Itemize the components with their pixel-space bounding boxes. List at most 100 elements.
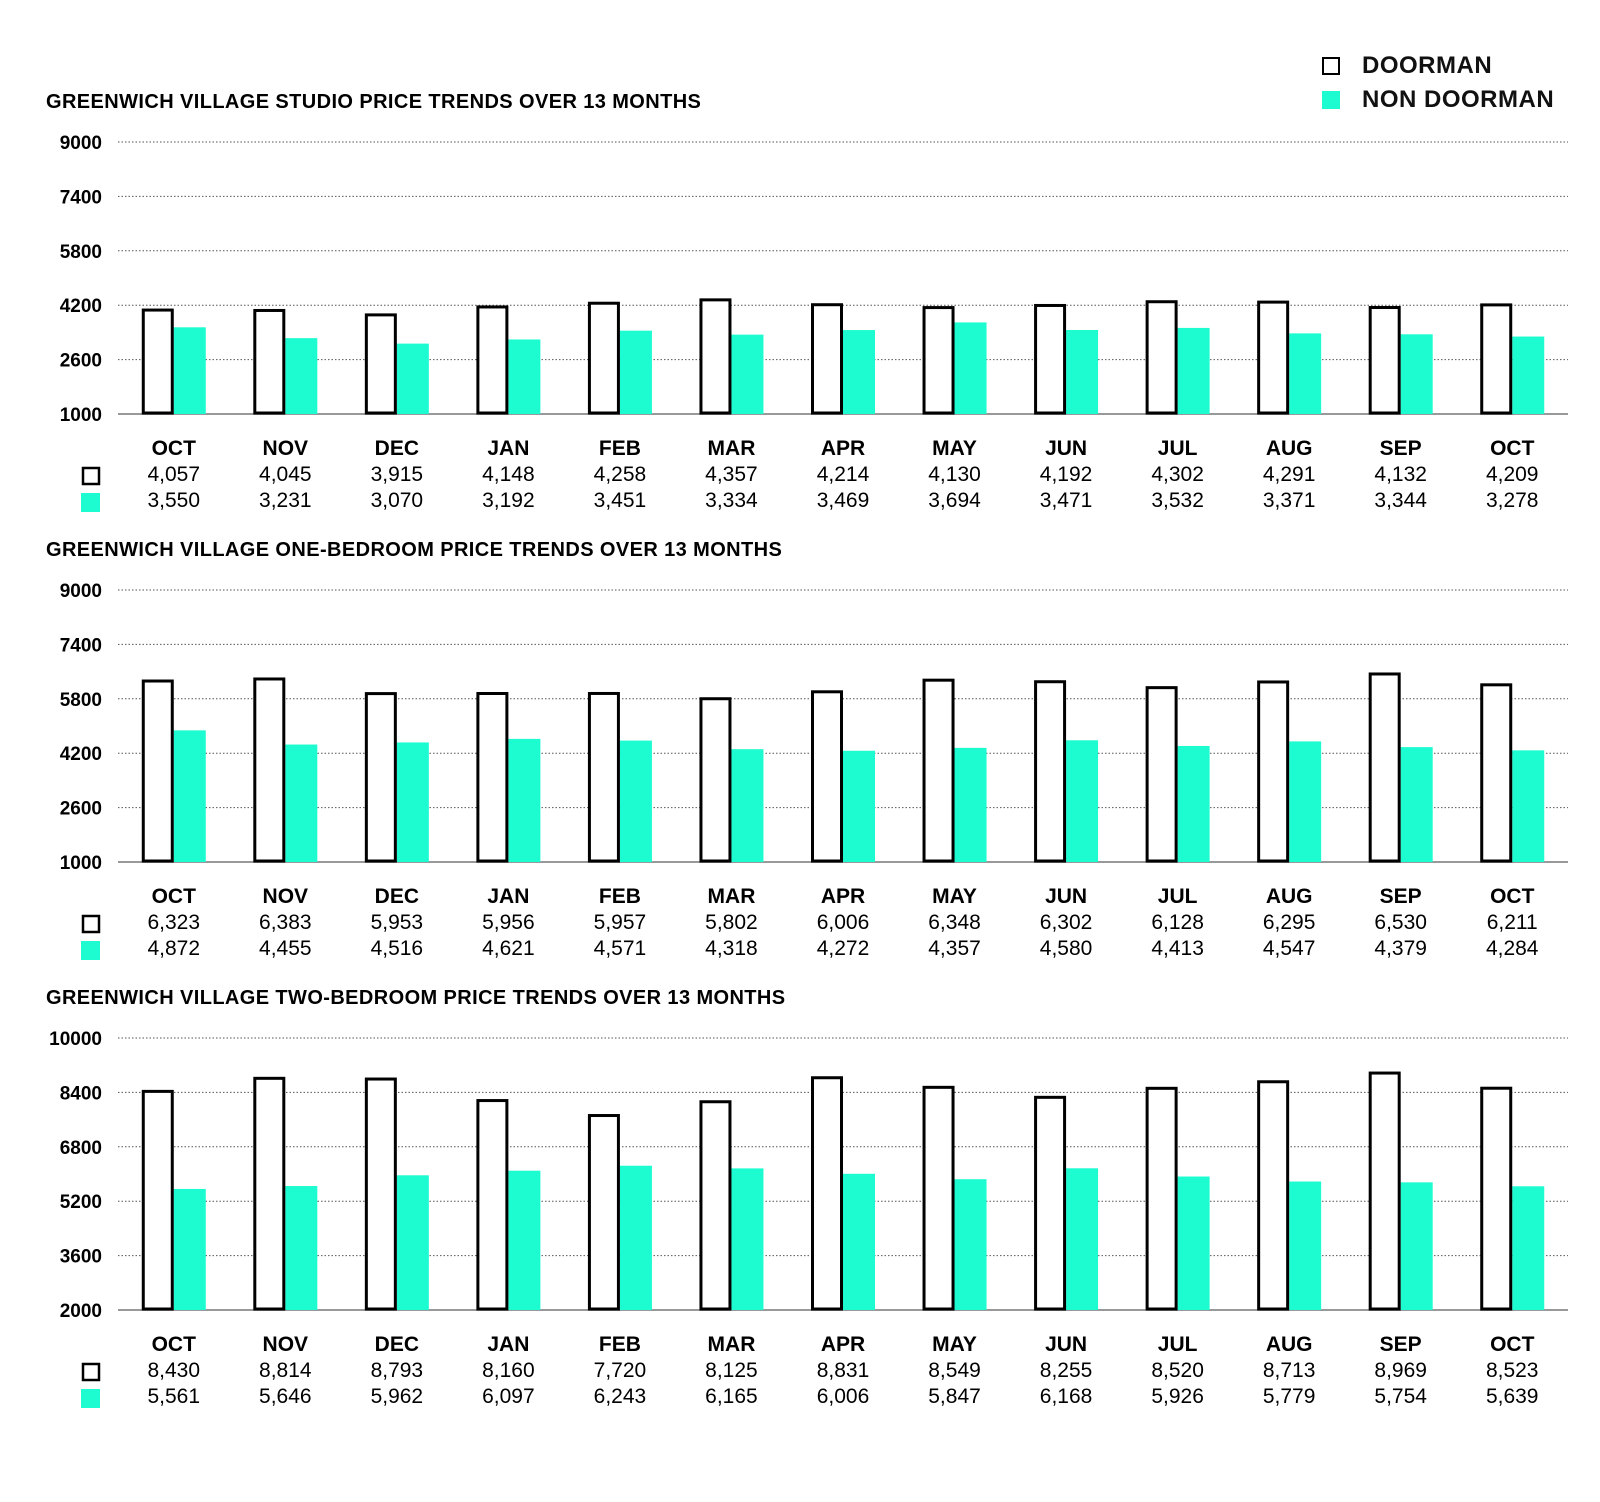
non-doorman-value-label: 3,469 (817, 489, 870, 512)
doorman-value-label: 4,302 (1151, 463, 1204, 486)
non-doorman-value-label: 3,070 (371, 489, 424, 512)
non-doorman-value-label: 6,165 (705, 1385, 758, 1408)
month-label: MAY (932, 437, 977, 460)
non-doorman-value-label: 4,284 (1486, 937, 1539, 960)
doorman-value-label: 7,720 (594, 1359, 647, 1382)
doorman-value-label: 4,258 (594, 463, 647, 486)
bar-non-doorman (1177, 1176, 1210, 1310)
non-doorman-value-label: 5,561 (147, 1385, 200, 1408)
bar-doorman (476, 1099, 509, 1311)
non-doorman-value-label: 4,872 (147, 937, 200, 960)
y-tick-label: 5800 (60, 690, 102, 711)
non-doorman-value-label: 3,471 (1040, 489, 1093, 512)
non-doorman-value-label: 4,621 (482, 937, 535, 960)
bar-doorman (476, 305, 509, 415)
bar-non-doorman (1400, 1182, 1433, 1310)
doorman-value-label: 4,148 (482, 463, 535, 486)
doorman-value-label: 8,969 (1374, 1359, 1427, 1382)
y-tick-label: 4200 (60, 296, 102, 317)
bar-doorman (1034, 680, 1067, 863)
non-doorman-value-label: 5,847 (928, 1385, 981, 1408)
bar-doorman (1480, 303, 1513, 415)
month-label: AUG (1266, 437, 1313, 460)
doorman-value-label: 5,953 (371, 911, 424, 934)
doorman-value-label: 8,160 (482, 1359, 535, 1382)
non-doorman-value-label: 3,192 (482, 489, 535, 512)
month-label: JUN (1045, 885, 1087, 908)
month-label: JAN (487, 885, 529, 908)
doorman-value-label: 4,132 (1374, 463, 1427, 486)
studio-chart: GREENWICH VILLAGE STUDIO PRICE TRENDS OV… (46, 91, 1568, 512)
non-doorman-value-label: 3,231 (259, 489, 312, 512)
bar-doorman (699, 298, 732, 415)
two-bedroom-chart: GREENWICH VILLAGE TWO-BEDROOM PRICE TREN… (46, 987, 1568, 1408)
month-label: APR (821, 437, 865, 460)
bar-non-doorman (619, 740, 652, 862)
month-label: APR (821, 885, 865, 908)
non-doorman-value-label: 4,318 (705, 937, 758, 960)
chart-title: GREENWICH VILLAGE TWO-BEDROOM PRICE TREN… (46, 987, 786, 1009)
row-swatch-non-doorman (81, 1389, 100, 1408)
y-tick-label: 2000 (60, 1301, 102, 1322)
month-label: OCT (1490, 1333, 1535, 1356)
row-swatch-doorman (81, 1362, 101, 1382)
non-doorman-value-label: 6,168 (1040, 1385, 1093, 1408)
doorman-value-label: 6,302 (1040, 911, 1093, 934)
bar-non-doorman (1066, 1168, 1099, 1310)
month-label: MAR (708, 1333, 756, 1356)
row-swatch-non-doorman (81, 941, 100, 960)
non-doorman-value-label: 3,694 (928, 489, 981, 512)
non-doorman-value-label: 3,371 (1263, 489, 1316, 512)
doorman-value-label: 5,957 (594, 911, 647, 934)
bar-doorman (141, 1089, 174, 1311)
doorman-value-label: 3,915 (371, 463, 424, 486)
month-label: DEC (375, 885, 419, 908)
bar-non-doorman (1177, 745, 1210, 862)
row-swatch-doorman (81, 914, 101, 934)
bar-non-doorman (731, 749, 764, 862)
bar-non-doorman (619, 1165, 652, 1310)
non-doorman-value-label: 3,278 (1486, 489, 1539, 512)
bar-doorman (1368, 1071, 1401, 1311)
doorman-value-label: 8,793 (371, 1359, 424, 1382)
bar-doorman (1145, 1086, 1178, 1311)
doorman-value-label: 8,255 (1040, 1359, 1093, 1382)
bar-non-doorman (843, 1173, 875, 1310)
bar-doorman (699, 1100, 732, 1311)
non-doorman-value-label: 6,006 (817, 1385, 870, 1408)
y-tick-label: 9000 (60, 581, 102, 602)
bar-doorman (364, 313, 397, 415)
legend-label-non-doorman: NON DOORMAN (1362, 86, 1555, 113)
doorman-value-label: 4,291 (1263, 463, 1316, 486)
bar-non-doorman (843, 330, 875, 414)
bar-doorman (1257, 300, 1290, 415)
chart-title: GREENWICH VILLAGE ONE-BEDROOM PRICE TREN… (46, 539, 782, 561)
y-tick-label: 10000 (49, 1029, 102, 1050)
doorman-value-label: 6,383 (259, 911, 312, 934)
bar-doorman (141, 308, 174, 415)
doorman-value-label: 4,192 (1040, 463, 1093, 486)
y-tick-label: 7400 (60, 635, 102, 656)
y-tick-label: 4200 (60, 744, 102, 765)
non-doorman-value-label: 5,639 (1486, 1385, 1539, 1408)
bar-doorman (811, 1076, 843, 1311)
month-label: DEC (375, 437, 419, 460)
bar-non-doorman (173, 730, 206, 862)
month-label: NOV (263, 885, 309, 908)
month-label: OCT (1490, 885, 1535, 908)
month-label: FEB (599, 437, 641, 460)
bar-doorman (1145, 686, 1178, 863)
non-doorman-value-label: 4,571 (594, 937, 647, 960)
bar-doorman (1034, 303, 1067, 415)
non-doorman-value-label: 3,344 (1374, 489, 1427, 512)
bar-non-doorman (1289, 1181, 1322, 1310)
bar-doorman (587, 301, 620, 415)
bar-doorman (1034, 1095, 1067, 1311)
doorman-value-label: 4,357 (705, 463, 758, 486)
doorman-value-label: 8,713 (1263, 1359, 1316, 1382)
month-label: AUG (1266, 1333, 1313, 1356)
bar-doorman (699, 697, 732, 863)
doorman-value-label: 4,214 (817, 463, 870, 486)
month-label: MAY (932, 1333, 977, 1356)
y-tick-label: 2600 (60, 351, 102, 372)
